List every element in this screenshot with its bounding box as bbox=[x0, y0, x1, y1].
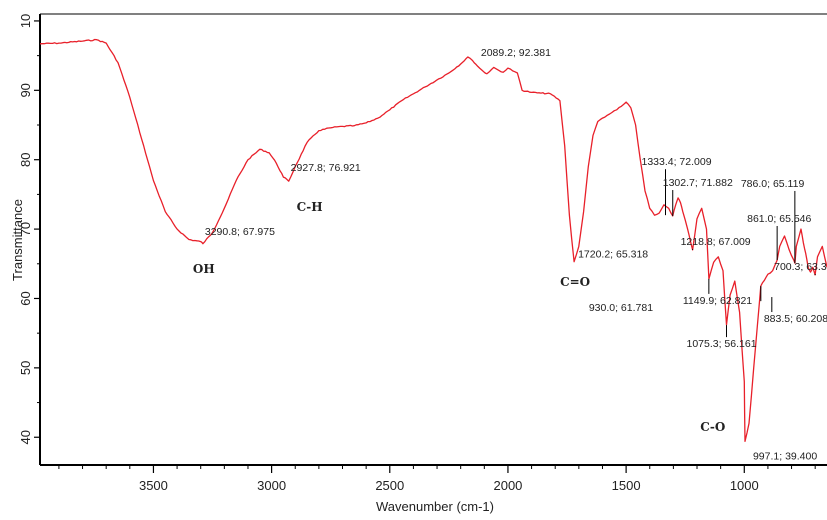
x-tick-label: 1000 bbox=[730, 478, 759, 493]
peak-annotation: 883.5; 60.208 bbox=[764, 313, 827, 325]
peak-annotation: 997.1; 39.400 bbox=[753, 450, 817, 462]
peak-annotation: 1302.7; 71.882 bbox=[663, 177, 733, 189]
spectrum-line bbox=[39, 38, 827, 443]
x-tick-label: 3500 bbox=[139, 478, 168, 493]
x-tick-label: 2500 bbox=[375, 478, 404, 493]
peak-annotation: 1333.4; 72.009 bbox=[641, 156, 711, 168]
band-label: C-H bbox=[297, 200, 323, 214]
annotations: 3290.8; 67.975 2927.8; 76.921 2089.2; 92.3… bbox=[205, 47, 827, 463]
y-tick-label: 60 bbox=[18, 291, 33, 305]
y-tick-label: 90 bbox=[18, 83, 33, 97]
y-tick-label: 10 bbox=[18, 14, 33, 28]
x-axis-title: Wavenumber (cm-1) bbox=[376, 499, 494, 514]
peak-annotation: 3290.8; 67.975 bbox=[205, 226, 275, 238]
band-label: C=O bbox=[560, 275, 590, 289]
peak-annotation: 861.0; 65.546 bbox=[747, 213, 811, 225]
x-tick-label: 1500 bbox=[612, 478, 641, 493]
peak-annotation: 1149.9; 62.821 bbox=[683, 295, 752, 307]
peak-annotation: 700.3; 63.383 bbox=[774, 261, 827, 273]
x-minor-ticks bbox=[58, 465, 816, 469]
peak-annotation: 786.0; 65.119 bbox=[741, 178, 805, 190]
peak-annotation: 1218.8; 67.009 bbox=[681, 236, 751, 248]
x-tick-label: 3000 bbox=[257, 478, 286, 493]
band-label: OH bbox=[193, 262, 215, 276]
annotation-leaders bbox=[664, 169, 816, 338]
peak-annotation: 2089.2; 92.381 bbox=[481, 47, 551, 59]
band-label: C-O bbox=[700, 420, 725, 434]
y-tick-label: 80 bbox=[18, 152, 33, 166]
band-labels: OH C-H C=O C-O bbox=[193, 200, 725, 434]
y-tick-label: 50 bbox=[18, 361, 33, 375]
peak-annotation: 1720.2; 65.318 bbox=[578, 249, 648, 261]
peak-annotation: 2927.8; 76.921 bbox=[291, 162, 361, 174]
y-tick-label: 40 bbox=[18, 430, 33, 444]
y-axis-title: Transmittance bbox=[10, 199, 25, 281]
y-ticks: 40 50 60 70 80 90 10 bbox=[18, 14, 40, 444]
peak-annotation: 930.0; 61.781 bbox=[589, 302, 653, 314]
x-tick-label: 2000 bbox=[493, 478, 522, 493]
peak-annotation: 1075.3; 56.161 bbox=[686, 338, 756, 350]
y-tick-label: 70 bbox=[18, 222, 33, 236]
x-ticks: 3500 3000 2500 2000 1500 1000 bbox=[139, 465, 759, 493]
